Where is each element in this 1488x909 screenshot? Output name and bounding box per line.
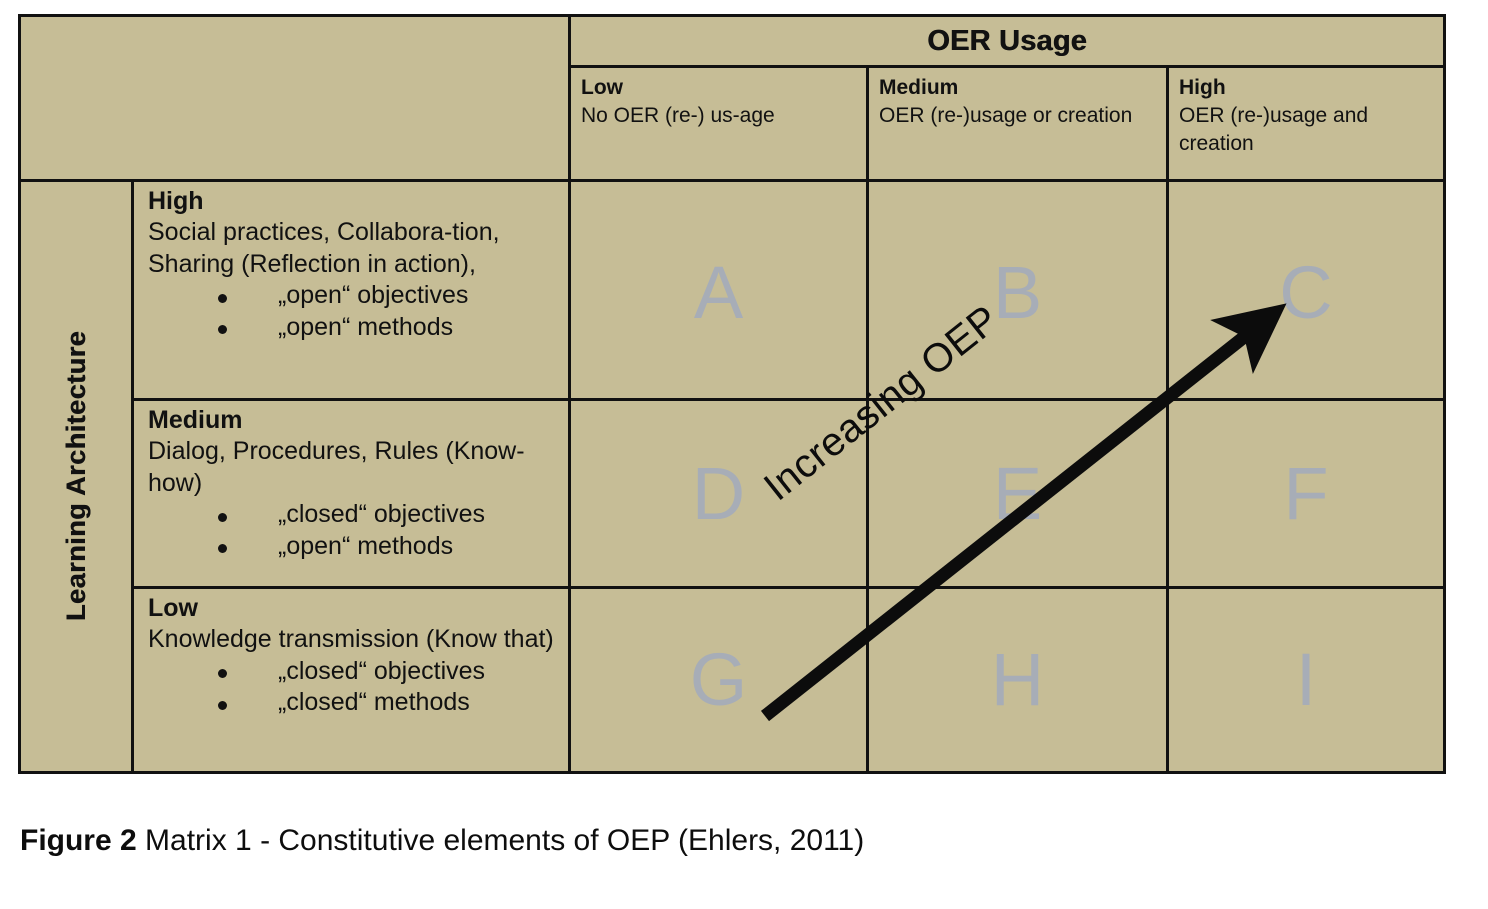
column-header-high-description: OER (re-)usage and creation [1179, 103, 1369, 155]
column-header-low-description: No OER (re-) us-age [581, 103, 775, 127]
column-header-medium-description: OER (re-)usage or creation [879, 103, 1133, 127]
matrix-cell-H[interactable]: H [866, 586, 1166, 771]
row-axis-title-text: Learning Architecture [60, 331, 91, 622]
row-header-high-bullets: „open“ objectives „open“ methods [148, 280, 562, 343]
matrix-cell-G[interactable]: G [568, 586, 866, 771]
figure-caption-text: Matrix 1 - Constitutive elements of OEP … [145, 824, 865, 857]
row-header-high: High Social practices, Collabora-tion, S… [131, 179, 568, 398]
column-header-high: High OER (re-)usage and creation [1166, 65, 1443, 179]
row-header-low-description: Knowledge transmission (Know that) [148, 625, 554, 654]
matrix-cell-I[interactable]: I [1166, 586, 1443, 771]
row-header-high-description: Social practices, Collabora-tion, Sharin… [148, 218, 500, 278]
column-header-low-label: Low [581, 76, 623, 99]
matrix-cell-label: F [1283, 451, 1329, 535]
matrix-cell-C[interactable]: C [1166, 179, 1443, 398]
bullet-text: „closed“ objectives [278, 656, 486, 685]
list-item: „closed“ objectives [148, 499, 562, 531]
list-item: „closed“ methods [148, 687, 562, 719]
oep-matrix-table: OER Usage Low No OER (re-) us-age Medium… [18, 14, 1446, 774]
bullet-text: „open“ methods [278, 531, 454, 560]
matrix-cell-E[interactable]: E [866, 398, 1166, 586]
matrix-cell-D[interactable]: D [568, 398, 866, 586]
matrix-cell-label: C [1279, 251, 1333, 334]
column-header-medium-label: Medium [879, 76, 959, 99]
matrix-cell-B[interactable]: B [866, 179, 1166, 398]
column-header-medium: Medium OER (re-)usage or creation [866, 65, 1166, 179]
row-header-medium: Medium Dialog, Procedures, Rules (Know-h… [131, 398, 568, 586]
column-header-high-label: High [1179, 76, 1226, 99]
bullet-dot-icon [218, 293, 227, 303]
matrix-cell-label: G [689, 638, 748, 721]
bullet-dot-icon [218, 325, 227, 335]
bullet-text: „closed“ methods [278, 688, 470, 717]
figure-caption: Figure 2 Matrix 1 - Constitutive element… [20, 824, 864, 858]
row-header-medium-label: Medium [148, 406, 243, 434]
matrix-cell-label: E [992, 451, 1043, 535]
row-header-high-label: High [148, 187, 204, 215]
column-axis-title-text: OER Usage [927, 24, 1087, 57]
bullet-dot-icon [218, 700, 227, 710]
bullet-text: „open“ objectives [278, 281, 469, 310]
matrix-cell-label: D [691, 451, 746, 535]
list-item: „open“ objectives [148, 280, 562, 312]
bullet-dot-icon [218, 544, 227, 554]
row-header-medium-description: Dialog, Procedures, Rules (Know-how) [148, 437, 525, 497]
list-item: „closed“ objectives [148, 656, 562, 688]
matrix-cell-label: B [992, 251, 1043, 334]
figure-caption-number: Figure 2 [20, 824, 137, 857]
matrix-cell-A[interactable]: A [568, 179, 866, 398]
bullet-text: „open“ methods [278, 312, 454, 341]
corner-blank-cell [21, 17, 568, 65]
row-header-low-bullets: „closed“ objectives „closed“ methods [148, 656, 562, 719]
row-header-low-label: Low [148, 594, 198, 622]
row-axis-title: Learning Architecture [21, 179, 131, 771]
list-item: „open“ methods [148, 531, 562, 563]
list-item: „open“ methods [148, 312, 562, 344]
corner-blank-cell-2 [21, 65, 568, 179]
matrix-cell-label: H [990, 638, 1045, 721]
matrix-cell-F[interactable]: F [1166, 398, 1443, 586]
matrix-cell-label: I [1295, 638, 1317, 721]
bullet-text: „closed“ objectives [278, 500, 486, 529]
column-axis-title: OER Usage [568, 17, 1443, 65]
bullet-dot-icon [218, 512, 227, 522]
matrix-cell-label: A [693, 251, 744, 334]
row-header-medium-bullets: „closed“ objectives „open“ methods [148, 499, 562, 562]
row-header-low: Low Knowledge transmission (Know that) „… [131, 586, 568, 771]
bullet-dot-icon [218, 669, 227, 679]
column-header-low: Low No OER (re-) us-age [568, 65, 866, 179]
